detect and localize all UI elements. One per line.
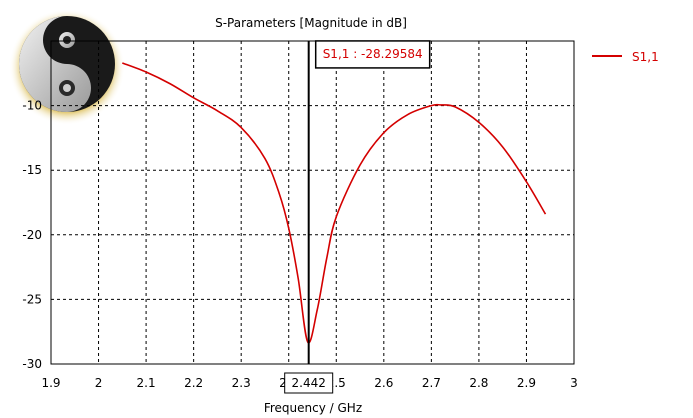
marker-label: S1,1 : -28.29584 [314, 40, 431, 69]
x-axis-label: Frequency / GHz [264, 401, 362, 415]
y-tick-label: -15 [22, 163, 42, 177]
x-tick-label: 3 [570, 376, 578, 390]
legend-entry: S1,1 [632, 50, 659, 64]
x-tick-label: 2 [95, 376, 103, 390]
x-tick-label: 2.6 [374, 376, 393, 390]
series-line-s11 [122, 62, 547, 344]
svg-text:S1,1 : -28.29584: S1,1 : -28.29584 [323, 47, 423, 61]
x-tick-label: 2.7 [422, 376, 441, 390]
x-tick-label: 2.3 [232, 376, 251, 390]
grid [51, 40, 574, 364]
y-tick-label: -30 [22, 357, 42, 371]
logo-icon [9, 9, 125, 125]
marker-x-label: 2.442 [284, 372, 334, 394]
x-tick-label: 2.8 [469, 376, 488, 390]
legend: S1,1 [592, 50, 659, 64]
y-tick-label: -20 [22, 228, 42, 242]
series-layer [122, 62, 547, 344]
x-tick-label: 2.1 [137, 376, 156, 390]
x-tick-label: 2.9 [517, 376, 536, 390]
chart-title: S-Parameters [Magnitude in dB] [215, 16, 407, 30]
y-tick-label: -10 [22, 99, 42, 113]
x-axis-ticks: 1.922.12.22.32.42.52.62.72.82.93 [41, 376, 577, 390]
svg-text:2.442: 2.442 [292, 376, 326, 390]
y-tick-label: -25 [22, 292, 42, 306]
x-tick-label: 2.2 [184, 376, 203, 390]
y-axis-ticks: -30 -25 -20 -15 -10 [22, 99, 42, 371]
x-tick-label: 1.9 [41, 376, 60, 390]
plot-frame [50, 40, 575, 365]
